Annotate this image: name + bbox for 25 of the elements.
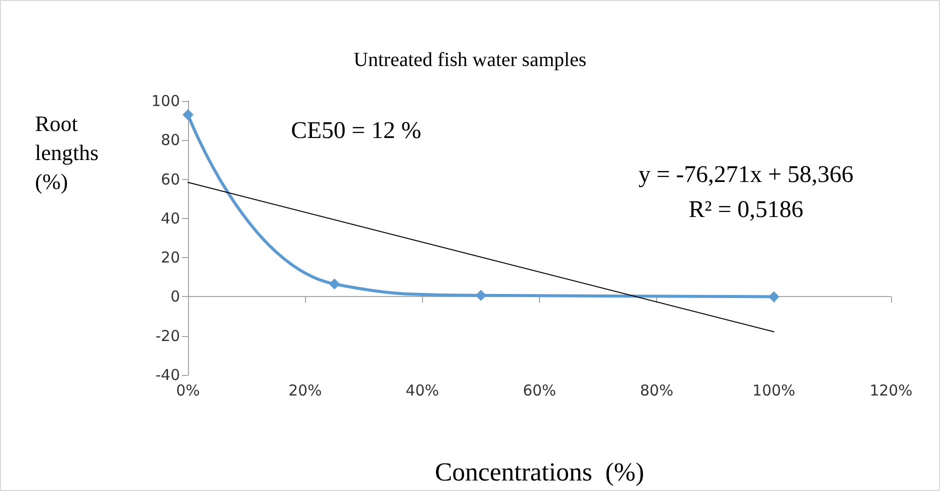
y-tick-label: -20 bbox=[156, 326, 180, 345]
annotation: R² = 0,5186 bbox=[688, 197, 804, 223]
y-tick-label: 80 bbox=[160, 131, 180, 150]
x-tick-label: 100% bbox=[752, 382, 796, 400]
y-tick-label: 20 bbox=[160, 248, 180, 267]
y-tick-label: 0 bbox=[170, 288, 180, 306]
y-axis-title: Root lengths (%) bbox=[35, 111, 99, 194]
x-tick-label: 0% bbox=[176, 382, 200, 400]
x-tick-label: 40% bbox=[406, 382, 440, 400]
x-tick-label: 120% bbox=[870, 382, 912, 400]
y-tick-label: -40 bbox=[156, 366, 180, 384]
x-axis-title: Concentrations (%) bbox=[434, 458, 644, 486]
x-tick-label: 60% bbox=[522, 382, 556, 400]
point bbox=[768, 291, 780, 302]
y-tick-label: 60 bbox=[160, 170, 180, 188]
y-tick-label: 40 bbox=[160, 209, 180, 228]
point bbox=[475, 290, 486, 301]
x-tick-label: 80% bbox=[640, 382, 674, 400]
x-tick-label: 20% bbox=[288, 382, 322, 400]
point bbox=[328, 278, 340, 290]
point bbox=[182, 109, 194, 120]
annotation: y = -76,271x + 58,366 bbox=[638, 162, 854, 188]
y-tick-label: 100 bbox=[151, 92, 180, 110]
annotation: CE50 = 12 % bbox=[291, 118, 422, 144]
chart-title: Untreated fish water samples bbox=[354, 49, 587, 71]
